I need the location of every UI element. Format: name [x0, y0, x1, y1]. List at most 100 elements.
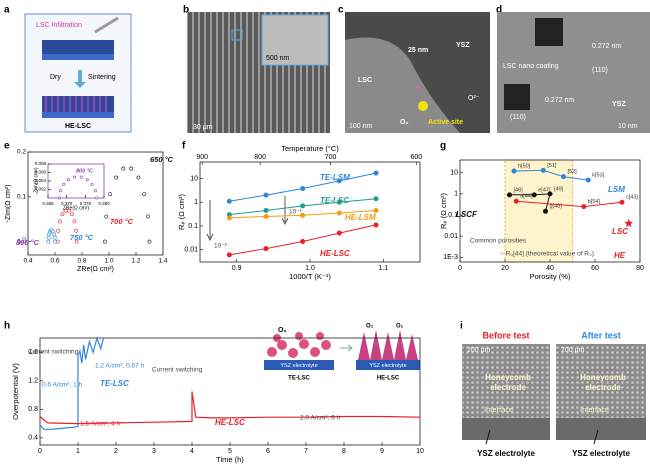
annotation: 1.5 A/cm², 4 h: [80, 421, 120, 428]
arrow: [206, 200, 214, 242]
series-label: LSC: [612, 227, 628, 236]
x-tick-label: 0.370: [61, 201, 73, 206]
point: [95, 196, 99, 200]
point: [66, 208, 71, 213]
y-tick-label: 0.008: [35, 161, 47, 166]
point: [226, 252, 232, 258]
point: [560, 174, 566, 180]
y-tick-label: 0.1: [448, 212, 458, 219]
panel-label: h: [4, 321, 10, 332]
label: TE-LSC: [288, 376, 310, 382]
series-label: HE-LSC: [320, 249, 350, 258]
label: electrode: [490, 383, 526, 392]
series-line: [39, 335, 105, 430]
label: After test: [581, 330, 621, 340]
x-tick-label: 20: [501, 265, 509, 272]
x-tick-label: 0.380: [98, 201, 110, 206]
panel-label: f: [182, 141, 186, 152]
x-tick-label: 60: [591, 265, 599, 272]
point: [57, 196, 61, 200]
label: Interface: [484, 405, 513, 414]
point: [506, 192, 512, 198]
point: [336, 210, 342, 216]
point: [373, 207, 379, 213]
point: [226, 198, 232, 204]
micrograph: [497, 12, 650, 133]
point: [121, 166, 126, 171]
point: [300, 203, 306, 209]
y-tick-label: 0.01: [444, 233, 458, 240]
arrow: [485, 429, 599, 445]
annotation: ○ R₀[44] (theoretical value of R₀): [500, 251, 594, 258]
label: electrode: [585, 383, 621, 392]
y-tick-label: 1.6: [28, 349, 38, 356]
scale-bar: 200 μm: [467, 347, 491, 354]
electrolyte: [356, 360, 420, 370]
point: [136, 175, 141, 180]
label: YSZ: [612, 101, 626, 108]
point-label: [49]: [554, 186, 564, 192]
point-label: [46]: [514, 187, 524, 193]
point: [336, 178, 342, 184]
point-label: [51]: [547, 163, 557, 169]
point-label: k[53]: [592, 173, 604, 179]
panel-label: c: [338, 5, 344, 16]
label: Honeycomb: [485, 373, 531, 382]
y-axis-label: Rₚ (Ω cm²): [177, 194, 186, 230]
point: [263, 207, 269, 213]
point: [226, 215, 232, 221]
active-site: [418, 101, 428, 111]
point: [547, 191, 553, 197]
x-tick-label: 6: [266, 448, 270, 455]
x-tick-label: 700: [325, 154, 337, 161]
scale-bar: 10 nm: [618, 123, 638, 130]
label: O₂: [366, 324, 374, 330]
scale-bar: 30 μm: [193, 124, 213, 131]
y-tick-label: 0.8: [28, 406, 38, 413]
annotation: 0.6 A/cm², 1 h: [42, 382, 82, 389]
x2-axis-label: Temperature (°C): [281, 144, 339, 153]
point: [23, 239, 27, 244]
series-label: LSM: [608, 185, 625, 194]
x-tick-label: 10: [416, 448, 424, 455]
series-label: LSCF: [456, 210, 478, 219]
y-axis-label: Overpotential (V): [11, 363, 20, 420]
panel-label: e: [4, 141, 10, 152]
y-tick-label: 0.006: [35, 170, 47, 175]
x-tick-label: 0.8: [77, 258, 86, 265]
label: (110): [510, 114, 526, 121]
label: YSZ electrolyte: [477, 449, 535, 458]
series-line: [39, 391, 421, 425]
annotation: Current switching: [152, 367, 203, 374]
y-tick-label: 10: [450, 170, 458, 177]
y-tick-label: 0.1: [188, 223, 198, 230]
label: LSC nano coating: [503, 63, 559, 70]
y-tick-label: 1: [454, 191, 458, 198]
x-tick-label: 1.4: [158, 258, 167, 265]
y-tick-label: 0.2: [17, 149, 26, 156]
x-tick-label: 9: [380, 448, 384, 455]
label: Dry: [50, 74, 61, 81]
point: [53, 239, 57, 244]
point: [513, 198, 519, 204]
x-axis-label: Time (h): [216, 455, 244, 464]
point-label: [52]: [568, 169, 578, 175]
plot-frame: [27, 151, 164, 256]
x-tick-label: 800: [254, 154, 266, 161]
label: Before test: [482, 330, 529, 340]
zoom-box: [231, 29, 243, 41]
x-tick-label: 0.9: [232, 265, 242, 272]
x-tick-label: 600: [410, 154, 422, 161]
x-axis-label: 1000/T (K⁻¹): [289, 272, 331, 281]
panel-label: d: [496, 5, 502, 16]
point-label: a[44]: [520, 194, 533, 200]
annotation: Common porosities: [470, 238, 527, 245]
x-tick-label: 0.6: [50, 258, 59, 265]
label: LSC Infiltration: [36, 22, 82, 29]
point: [56, 228, 61, 233]
scaffold: [42, 96, 114, 112]
x-tick-label: 1.1: [378, 265, 388, 272]
point-label: h[50]: [518, 164, 531, 170]
plot-frame: [199, 161, 421, 263]
point: [104, 214, 109, 219]
